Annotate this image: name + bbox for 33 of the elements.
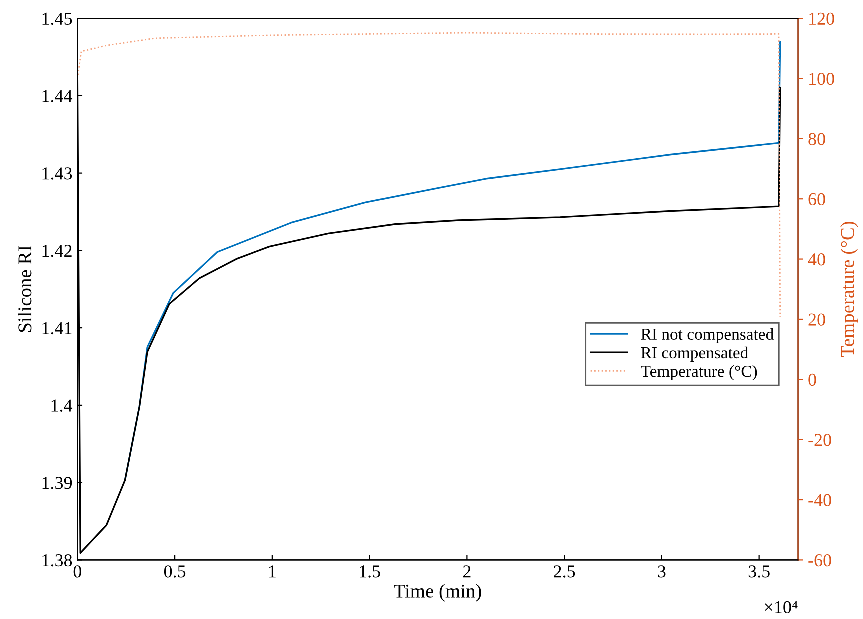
x-tick-label: 2.5	[554, 566, 576, 578]
x-tick-label: 3.5	[748, 566, 770, 578]
x-tick-label: 0.5	[164, 566, 186, 578]
x-tick-label: 1	[270, 566, 276, 578]
legend-label: Temperature (°C)	[641, 365, 758, 381]
y2-tick-label: -40	[808, 494, 832, 506]
y-tick-label: 1.43	[42, 168, 72, 180]
x-tick-label: 2	[463, 566, 471, 578]
x-axis-title: Time (min)	[394, 584, 482, 602]
y2-tick-label: -60	[808, 554, 832, 567]
y2-tick-label: 80	[808, 133, 826, 146]
y2-tick-label: 20	[808, 314, 826, 326]
y-tick-label: 1.45	[42, 12, 72, 26]
y2-tick-label: 40	[808, 254, 826, 266]
y2-tick-label: 0	[808, 374, 816, 386]
y-tick-label: 1.41	[42, 322, 72, 335]
x-tick-label: 3	[658, 566, 666, 578]
x-tick-label: 0	[74, 566, 82, 578]
legend-label: RI not compensated	[641, 328, 774, 344]
y-tick-label: 1.44	[42, 90, 73, 102]
legend-label: RI compensated	[641, 346, 748, 362]
y-tick-label: 1.4	[52, 400, 73, 412]
y-tick-label: 1.39	[42, 477, 72, 490]
y-tick-label: 1.38	[42, 554, 72, 567]
y-axis-title: Silicone RI	[18, 246, 32, 332]
y2-tick-label: 100	[810, 73, 834, 86]
y2-tick-label: 120	[810, 12, 834, 26]
x-tick-label: 1.5	[360, 566, 380, 578]
text: ×10⁴	[765, 601, 798, 614]
y2-tick-label: 60	[808, 193, 826, 206]
y2-tick-label: -20	[808, 434, 832, 446]
y-tick-label: 1.42	[42, 245, 72, 258]
y2-axis-title: Temperature (°C)	[840, 222, 858, 358]
